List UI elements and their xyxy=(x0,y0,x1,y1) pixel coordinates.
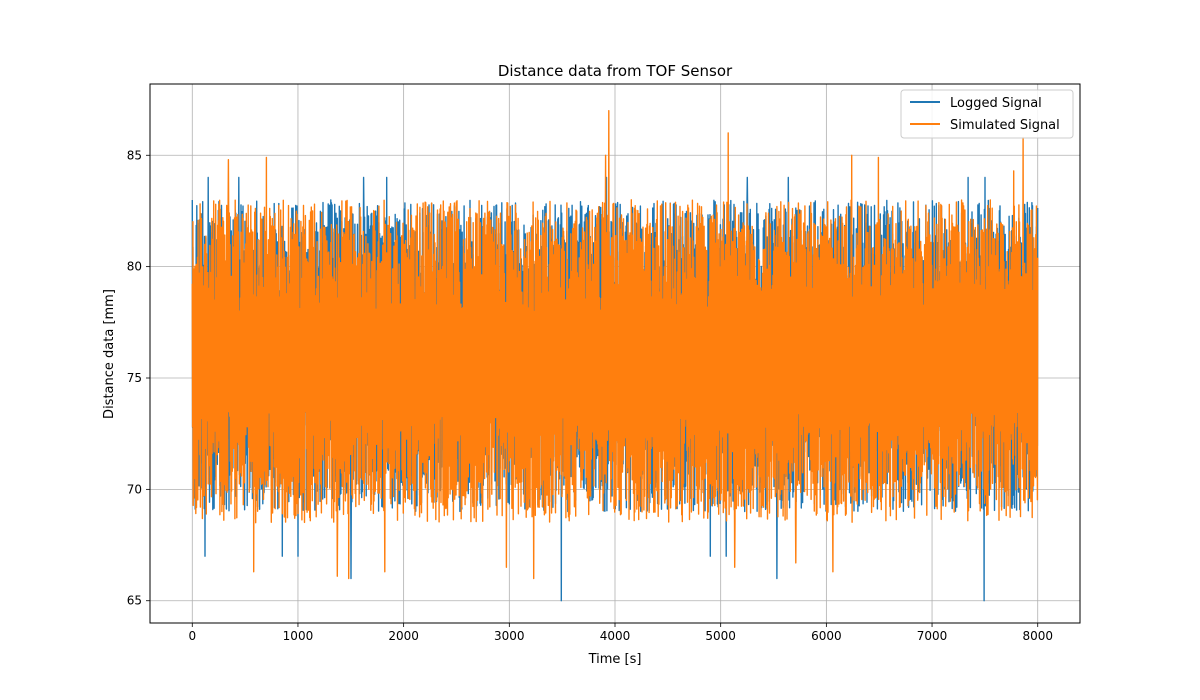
y-axis: 65 70 75 80 85 xyxy=(127,148,150,608)
series-layer xyxy=(191,110,1039,602)
legend: Logged Signal Simulated Signal xyxy=(900,89,1074,139)
y-tick-label: 70 xyxy=(127,482,142,496)
x-tick-label: 5000 xyxy=(705,629,736,643)
y-tick-label: 75 xyxy=(127,371,142,385)
y-tick-label: 80 xyxy=(127,260,142,274)
legend-box xyxy=(900,89,1074,139)
legend-label-simulated-signal: Simulated Signal xyxy=(950,118,1060,133)
x-tick-label: 0 xyxy=(188,629,196,643)
chart-title: Distance data from TOF Sensor xyxy=(498,62,733,80)
y-tick-label: 65 xyxy=(127,594,142,608)
x-axis: 0 1000 2000 3000 4000 5000 6000 7000 8000 xyxy=(188,623,1053,643)
x-tick-label: 4000 xyxy=(600,629,631,643)
y-tick-label: 85 xyxy=(127,148,142,162)
x-tick-label: 1000 xyxy=(283,629,314,643)
x-axis-label: Time [s] xyxy=(588,652,642,667)
x-tick-label: 2000 xyxy=(388,629,419,643)
x-tick-label: 3000 xyxy=(494,629,525,643)
x-tick-label: 7000 xyxy=(917,629,948,643)
series-line-simulated-signal xyxy=(191,110,1039,580)
y-axis-label: Distance data [mm] xyxy=(102,289,117,419)
legend-label-logged-signal: Logged Signal xyxy=(950,96,1042,111)
x-tick-label: 8000 xyxy=(1022,629,1053,643)
x-tick-label: 6000 xyxy=(811,629,842,643)
